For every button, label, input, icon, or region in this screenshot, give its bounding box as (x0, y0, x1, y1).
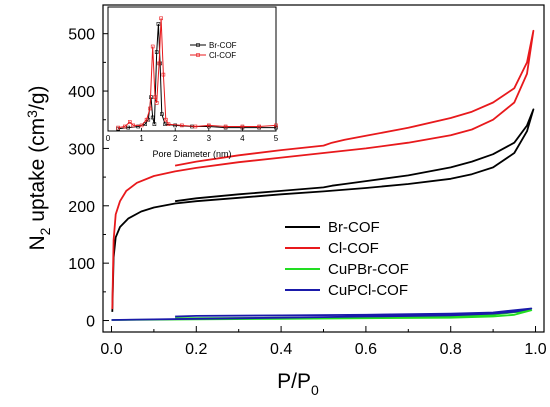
x-axis-title: P/P0 (277, 370, 319, 398)
y-tick-label-0: 0 (86, 314, 95, 331)
inset-point-cl-cof-1 (123, 124, 127, 129)
inset-point-cl-cof-17 (207, 123, 211, 128)
inset-point-cl-cof-20 (257, 124, 262, 129)
x-tick-label-2: 0.4 (270, 341, 292, 358)
y-axis-ticks: 0 100 200 300 400 500 (68, 27, 109, 331)
legend-label-cl-cof: Cl-COF (328, 240, 379, 257)
inset-point-cl-cof-10 (157, 61, 161, 66)
inset-legend-label-cl-cof: Cl-COF (209, 51, 236, 60)
inset-point-cl-cof-0 (116, 125, 120, 130)
inset-point-cl-cof-15 (180, 123, 184, 128)
inset-point-br-cof-6 (150, 115, 155, 120)
inset-x-tick-label-2: 2 (173, 134, 178, 143)
inset-point-cl-cof-3 (131, 123, 135, 128)
y-axis-title: N2 uptake (cm3/g) (24, 86, 53, 251)
series-line-br-cof (111, 108, 535, 312)
inset-legend-marker-cl-cof (196, 53, 200, 57)
inset-point-br-cof-3 (143, 122, 147, 126)
inset-point-cl-cof-9 (154, 101, 159, 105)
inset-point-cl-cof-4 (139, 123, 144, 128)
x-tick-label-4: 0.8 (440, 341, 462, 358)
inset-point-cl-cof-6 (148, 106, 152, 111)
inset-point-cl-cof-11 (159, 16, 163, 21)
inset-series-line-br-cof (118, 23, 276, 130)
inset-x-tick-label-3: 3 (207, 134, 212, 143)
legend: Br-COF Cl-COF CuPBr-COF CuPCl-COF (285, 219, 409, 299)
inset-point-cl-cof-8 (153, 95, 157, 99)
inset-point-cl-cof-14 (166, 122, 171, 126)
series-line-cl-cof (111, 29, 535, 310)
y-axis-title-mid: uptake (cm (26, 118, 49, 228)
y-axis-title-sub: 2 (37, 227, 53, 235)
inset-point-cl-cof-18 (223, 124, 228, 129)
y-axis-title-sup: 3 (24, 110, 40, 118)
x-tick-label-0: 0.0 (100, 341, 122, 358)
x-tick-label-1: 0.2 (185, 341, 207, 358)
x-axis-ticks: 0.0 0.2 0.4 0.6 0.8 1.0 (100, 326, 547, 358)
y-axis-title-prefix: N (26, 235, 49, 250)
inset-point-br-cof-8 (154, 50, 159, 54)
legend-label-cupbr-cof: CuPBr-COF (328, 261, 409, 278)
inset-point-cl-cof-16 (193, 124, 198, 129)
x-tick-label-5: 1.0 (524, 341, 546, 358)
inset-point-cl-cof-5 (144, 117, 149, 122)
inset-point-cl-cof-13 (164, 117, 168, 122)
inset-x-tick-label-1: 1 (139, 134, 144, 143)
inset-x-tick-label-5: 5 (274, 134, 279, 143)
inset-x-axis-title: Pore Diameter (nm) (152, 149, 231, 159)
inset-legend-marker-br-cof (196, 43, 200, 47)
legend-label-br-cof: Br-COF (328, 219, 380, 236)
inset-background (108, 7, 276, 131)
inset-series-line-cl-cof (118, 18, 277, 129)
main-series (111, 29, 535, 321)
inset-x-tick-label-4: 4 (240, 134, 245, 143)
inset-point-br-cof-11 (160, 112, 164, 116)
inset-point-cl-cof-2 (128, 120, 132, 124)
inset-point-cl-cof-21 (274, 123, 278, 128)
inset-point-cl-cof-12 (161, 72, 166, 77)
x-tick-label-3: 0.6 (355, 341, 377, 358)
x-axis-title-sub: 0 (311, 382, 319, 398)
inset-point-br-cof-12 (163, 122, 167, 126)
inset-series (116, 16, 278, 131)
inset-point-br-cof-9 (156, 22, 161, 26)
inset-point-cl-cof-7 (150, 44, 155, 49)
legend-label-cupcl-cof: CuPCl-COF (328, 282, 408, 299)
inset-point-br-cof-7 (152, 122, 157, 126)
inset-x-tick-label-0: 0 (106, 134, 111, 143)
inset-legend-label-br-cof: Br-COF (209, 41, 237, 50)
x-axis-title-main: P/P (277, 370, 311, 393)
y-axis-title-suffix: /g) (26, 86, 49, 111)
y-tick-label-1: 100 (68, 256, 95, 273)
y-tick-label-3: 300 (68, 141, 95, 158)
inset-point-br-cof-1 (126, 125, 130, 130)
y-tick-label-5: 500 (68, 27, 95, 44)
inset-x-axis-ticks: 0 1 2 3 4 5 (106, 128, 279, 143)
series-line-cupcl-cof (111, 307, 533, 321)
y-tick-label-4: 400 (68, 84, 95, 101)
inset-frame (107, 6, 277, 132)
y-tick-label-2: 200 (68, 199, 95, 216)
